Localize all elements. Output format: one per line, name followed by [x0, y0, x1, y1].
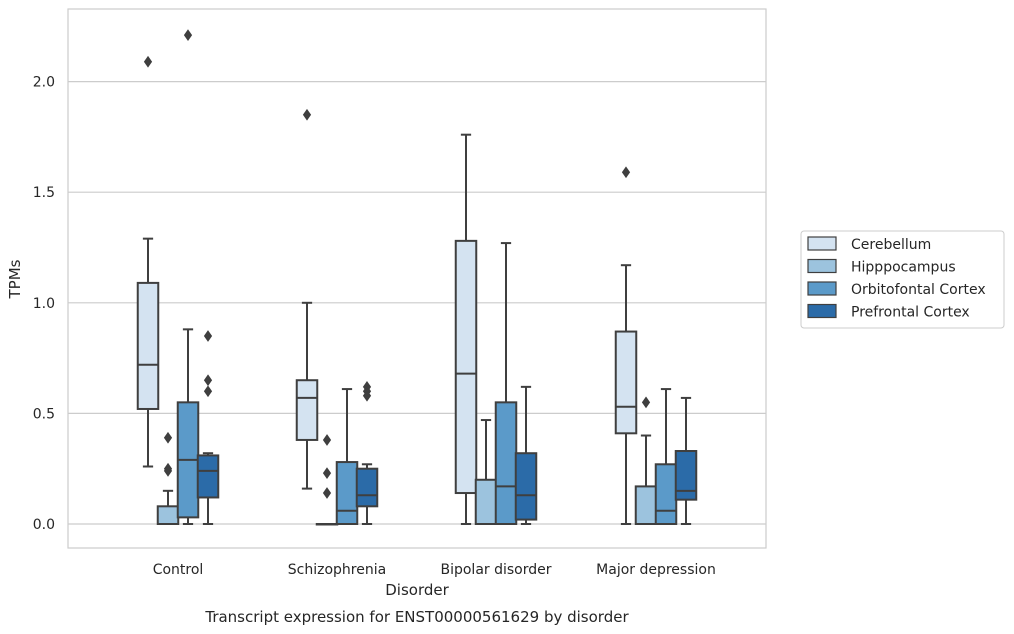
box-groups [136, 29, 698, 526]
box-prefrontal-cortex-0 [196, 330, 220, 525]
outlier-point [641, 396, 651, 409]
grid-lines [68, 80, 766, 525]
box-iqr [674, 450, 698, 501]
y-tick-label: 0.0 [33, 517, 55, 533]
legend-frame [800, 230, 1005, 329]
x-tick-label: Schizophrenia [288, 562, 386, 578]
box-iqr [654, 463, 678, 525]
box-prefrontal-cortex-2 [514, 385, 538, 525]
outlier-point [203, 385, 213, 398]
outlier-point [362, 389, 372, 402]
box-iqr [454, 239, 478, 495]
box-iqr [494, 401, 518, 525]
x-tick-label: Major depression [596, 562, 716, 578]
legend-label: Orbitofontal Cortex [851, 282, 986, 298]
chart-caption: Transcript expression for ENST0000056162… [204, 608, 629, 626]
plot-area [67, 8, 767, 549]
y-tick-label: 1.0 [33, 296, 55, 312]
outlier-point [163, 431, 173, 444]
outlier-point [322, 467, 332, 479]
legend-label: Cerebellum [851, 237, 931, 253]
box-orbitofontal-cortex-1 [335, 388, 359, 525]
box-orbitofontal-cortex-2 [494, 242, 518, 525]
box-iqr [295, 379, 319, 441]
box-cerebellum-1 [295, 108, 319, 490]
box-iqr [614, 330, 638, 435]
legend-swatch [807, 258, 837, 274]
box-cerebellum-3 [614, 166, 638, 525]
x-tick-labels: Control Schizophrenia Bipolar disorder Majo… [153, 562, 716, 578]
y-axis-title: TPMs [6, 259, 24, 299]
box-cerebellum-0 [136, 55, 160, 468]
outlier-point [163, 465, 173, 477]
outlier-point [143, 55, 153, 68]
y-tick-label: 2.0 [33, 75, 55, 91]
x-tick-label: Bipolar disorder [440, 562, 551, 578]
box-iqr [335, 461, 359, 525]
legend-swatch [807, 281, 837, 296]
outlier-point [322, 434, 332, 446]
box-iqr [156, 505, 180, 525]
box-iqr [355, 467, 379, 508]
box-iqr [634, 485, 658, 525]
legend-swatch [807, 236, 837, 251]
legend-label: Prefrontal Cortex [851, 305, 970, 321]
legend-swatch [807, 303, 837, 319]
box-orbitofontal-cortex-3 [654, 388, 678, 525]
box-hipppocampus-1 [315, 434, 339, 526]
box-prefrontal-cortex-1 [355, 380, 379, 525]
box-hipppocampus-2 [474, 419, 498, 526]
outlier-point [183, 29, 193, 42]
legend-label: Hipppocampus [851, 260, 956, 276]
box-prefrontal-cortex-3 [674, 396, 698, 525]
box-hipppocampus-0 [156, 431, 180, 525]
y-tick-label: 0.5 [33, 406, 55, 422]
outlier-point [621, 166, 631, 179]
box-orbitofontal-cortex-0 [176, 29, 200, 525]
y-tick-labels: 0.0 0.5 1.0 1.5 2.0 [33, 75, 55, 533]
box-hipppocampus-3 [634, 396, 658, 525]
box-iqr [474, 478, 498, 526]
outlier-point [203, 330, 213, 342]
outlier-point [302, 108, 312, 121]
box-iqr [514, 452, 538, 521]
x-axis-title: Disorder [385, 581, 449, 599]
box-iqr [136, 281, 160, 410]
box-iqr [196, 454, 220, 499]
outlier-point [203, 374, 213, 387]
outlier-point [322, 487, 332, 499]
legend: Cerebellum Hipppocampus Orbitofontal Corte… [800, 230, 1005, 329]
y-tick-label: 1.5 [33, 185, 55, 201]
box-cerebellum-2 [454, 133, 478, 525]
x-tick-label: Control [153, 562, 204, 578]
